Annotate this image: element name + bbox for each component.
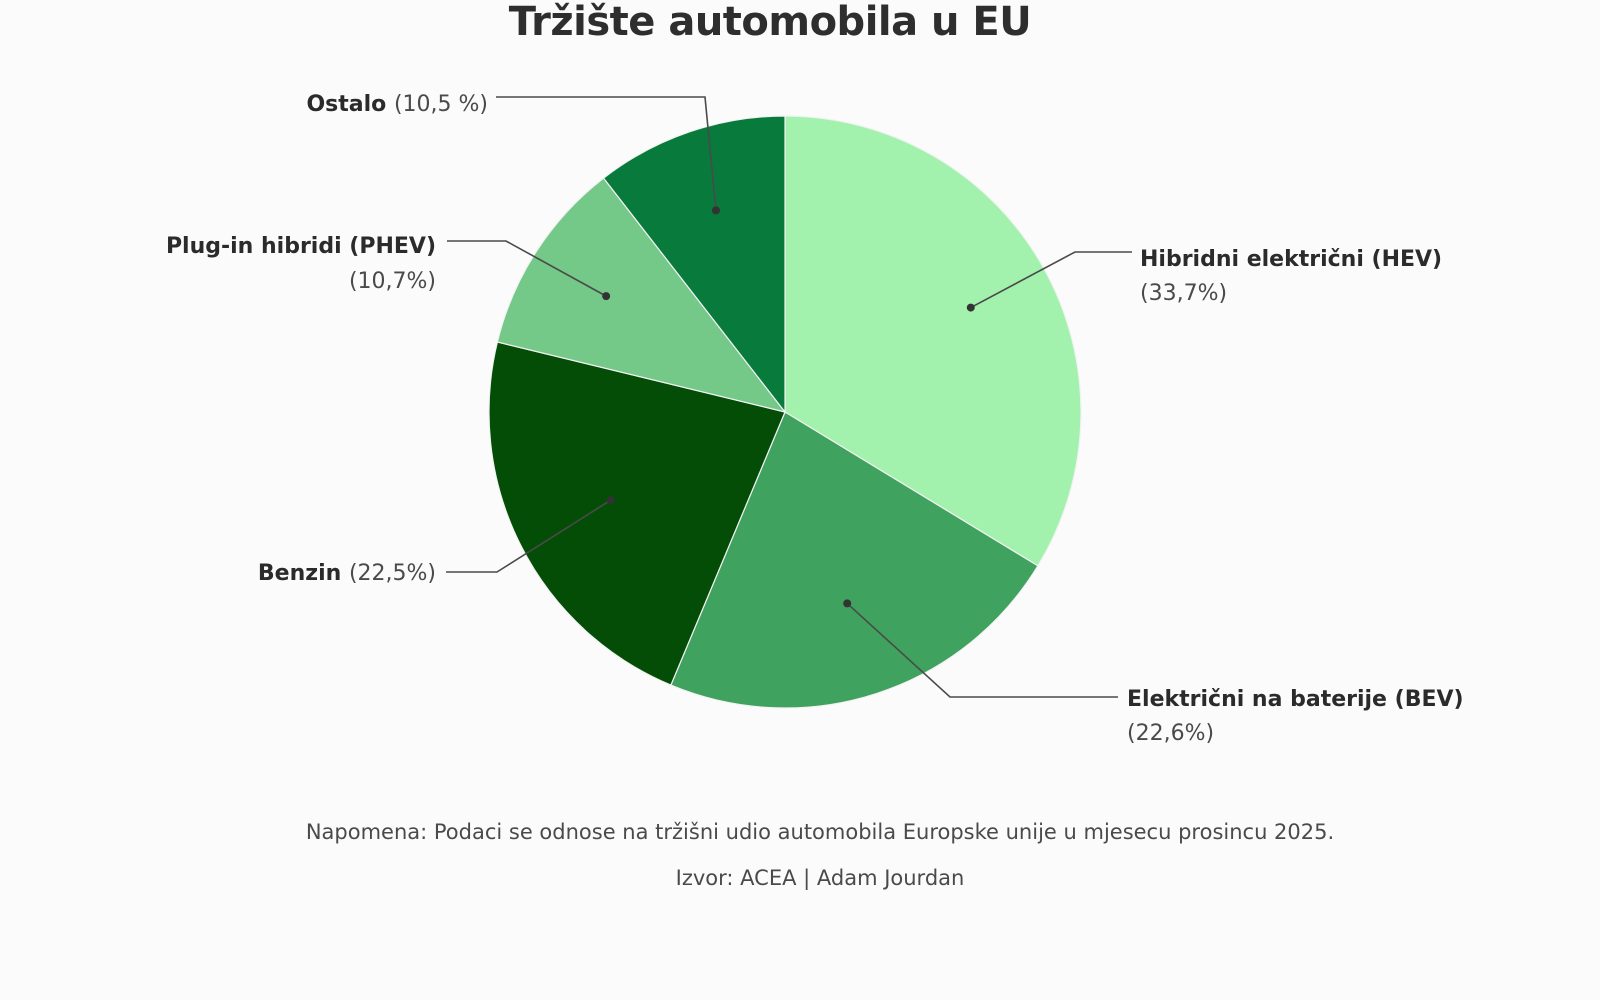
footnote: Napomena: Podaci se odnose na tržišni ud… bbox=[305, 820, 1335, 844]
slice-value-5: (10,5 %) bbox=[394, 92, 488, 117]
slice-value-1: (33,7%) bbox=[1140, 281, 1227, 306]
slice-name-5: Ostalo bbox=[306, 92, 393, 117]
pie-slice-2 bbox=[670, 411, 1039, 709]
leader-line-1 bbox=[970, 251, 1132, 309]
slice-labels: Hibridni električni (HEV) (33,7%) Električ… bbox=[166, 92, 1464, 746]
leader-line-5 bbox=[496, 96, 717, 211]
leader-lines bbox=[446, 96, 1132, 698]
leader-line-4 bbox=[447, 240, 607, 297]
slice-value-3: (22,5%) bbox=[349, 561, 436, 586]
source-credit: Izvor: ACEA | Adam Jourdan bbox=[675, 866, 965, 890]
slice-value-2: (22,6%) bbox=[1127, 721, 1214, 746]
pie-slice-1 bbox=[784, 115, 1082, 567]
chart-title: Tržište automobila u EU bbox=[508, 0, 1032, 45]
slice-name-1: Hibridni električni (HEV) bbox=[1140, 247, 1442, 272]
leader-dot-3 bbox=[606, 496, 615, 505]
leader-dot-5 bbox=[711, 206, 720, 215]
slice-label-3: Benzin (22,5%) bbox=[258, 561, 436, 586]
pie-slice-5 bbox=[602, 115, 786, 414]
pie-slice-3 bbox=[488, 341, 786, 686]
leader-line-2 bbox=[846, 602, 1118, 698]
slice-name-3: Benzin bbox=[258, 561, 349, 586]
leader-dot-4 bbox=[602, 292, 611, 301]
pie-slice-4 bbox=[496, 177, 787, 413]
slice-label-5: Ostalo (10,5 %) bbox=[306, 92, 488, 117]
slice-name-4: Plug-in hibridi (PHEV) bbox=[166, 234, 436, 259]
slice-value-4: (10,7%) bbox=[349, 269, 436, 294]
leader-line-3 bbox=[446, 499, 612, 573]
slice-name-2: Električni na baterije (BEV) bbox=[1127, 687, 1464, 712]
pie-slices bbox=[488, 115, 1082, 709]
leader-dot-1 bbox=[966, 303, 975, 312]
leader-dot-2 bbox=[843, 599, 852, 608]
